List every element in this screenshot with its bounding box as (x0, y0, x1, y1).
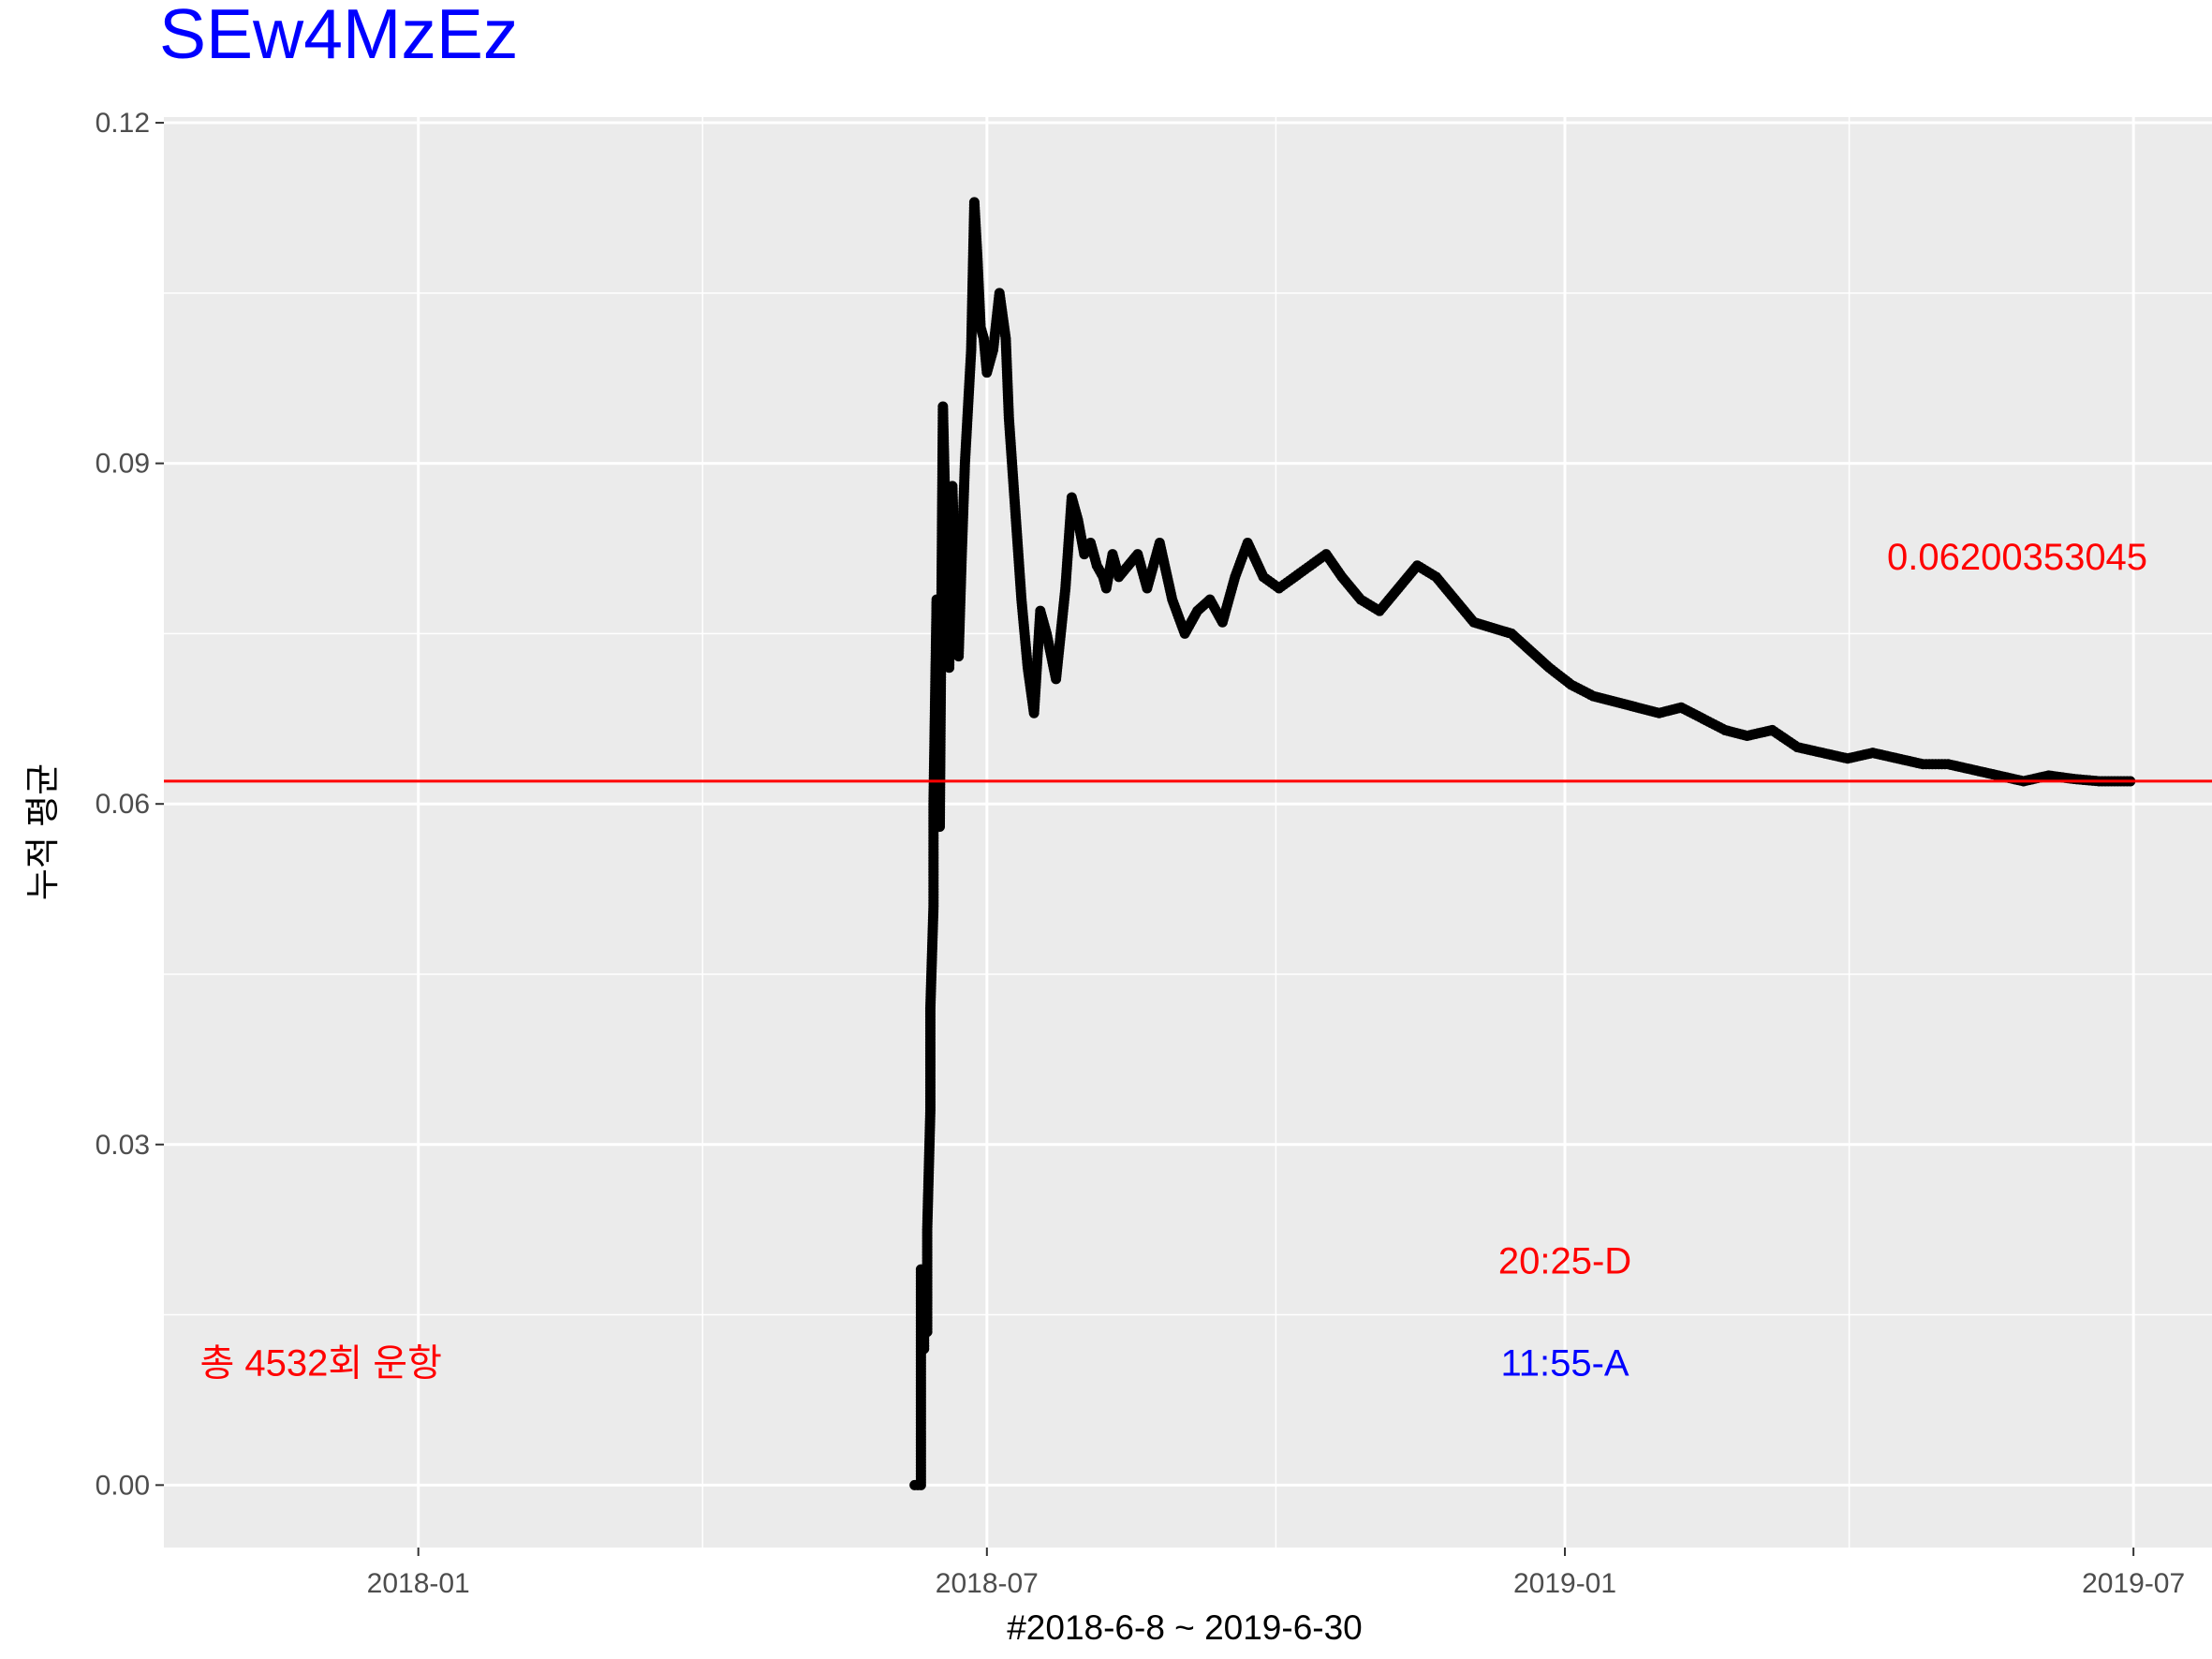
y-tick-label: 0.06 (96, 789, 150, 820)
plot-panel (164, 117, 2212, 1548)
x-tick-label: 2019-01 (1513, 1568, 1616, 1599)
y-tick-label: 0.12 (96, 108, 150, 139)
x-axis: 2018-01 2018-07 2019-01 2019-07 (367, 1548, 2185, 1599)
annotation-label: 20:25-D (1498, 1240, 1631, 1281)
y-tick-label: 0.03 (96, 1130, 150, 1161)
annotation-label: 총 4532회 운항 (200, 1342, 442, 1384)
x-tick-label: 2018-07 (936, 1568, 1039, 1599)
series-layer (909, 197, 2136, 1490)
x-tick-label: 2018-01 (367, 1568, 470, 1599)
x-tick-label: 2019-07 (2082, 1568, 2185, 1599)
annotation-label: 11:55-A (1500, 1342, 1629, 1384)
y-axis-title: 누적 평균 (23, 763, 62, 900)
series-points (909, 197, 2136, 1490)
chart-title: SEw4MzEz (159, 0, 518, 73)
annotation-label: 0.06200353045 (1887, 537, 2147, 578)
y-axis: 0.00 0.03 0.06 0.09 0.12 (96, 108, 164, 1501)
y-tick-label: 0.00 (96, 1470, 150, 1501)
x-axis-title: #2018-6-8 ~ 2019-6-30 (1007, 1608, 1363, 1647)
y-tick-label: 0.09 (96, 449, 150, 480)
annotations: 0.06200353045 20:25-D 11:55-A 총 4532회 운항 (200, 537, 2148, 1384)
